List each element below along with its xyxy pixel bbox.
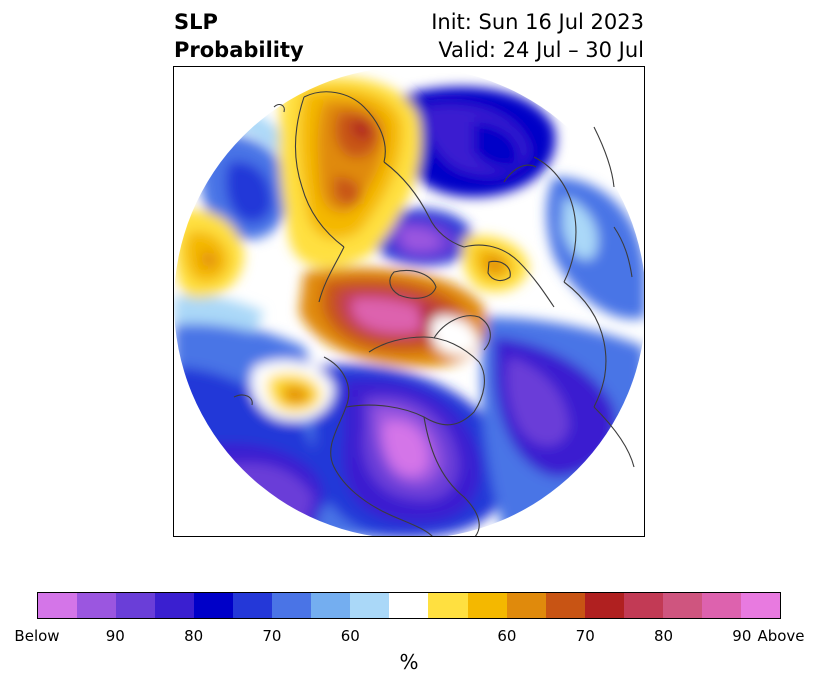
colorbar-segment bbox=[662, 593, 702, 618]
colorbar-unit-label: % bbox=[399, 650, 419, 674]
colorbar-segment bbox=[350, 593, 390, 618]
coastlines bbox=[233, 91, 635, 536]
colorbar-segment bbox=[584, 593, 624, 618]
colorbar-segment bbox=[467, 593, 507, 618]
colorbar-segment bbox=[233, 593, 273, 618]
colorbar-tick-label: 90 bbox=[105, 627, 125, 645]
colorbar-segment bbox=[194, 593, 234, 618]
colorbar-tick-label: 60 bbox=[340, 627, 360, 645]
map-title-left: SLP Probability bbox=[174, 8, 304, 64]
colorbar-segment bbox=[545, 593, 585, 618]
colorbar-segment bbox=[272, 593, 312, 618]
title-product: Probability bbox=[174, 38, 304, 62]
valid-range: Valid: 24 Jul – 30 Jul bbox=[438, 38, 644, 62]
colorbar-tick-label: 70 bbox=[575, 627, 595, 645]
probability-map bbox=[174, 67, 644, 536]
colorbar-tick-label: Below bbox=[14, 627, 60, 645]
colorbar-segment bbox=[116, 593, 156, 618]
colorbar-tick-label: Above bbox=[757, 627, 805, 645]
colorbar-tick-label: 90 bbox=[732, 627, 752, 645]
colorbar bbox=[37, 592, 781, 619]
colorbar-segment bbox=[701, 593, 741, 618]
map-title-right: Init: Sun 16 Jul 2023 Valid: 24 Jul – 30… bbox=[431, 8, 644, 64]
colorbar-segment bbox=[740, 593, 780, 618]
colorbar-segment bbox=[506, 593, 546, 618]
colorbar-segment bbox=[623, 593, 663, 618]
colorbar-tick-label: 60 bbox=[497, 627, 517, 645]
colorbar-segment bbox=[311, 593, 351, 618]
colorbar-tick-label: 70 bbox=[262, 627, 282, 645]
probability-field bbox=[174, 67, 644, 536]
colorbar-segment bbox=[77, 593, 117, 618]
colorbar-segment bbox=[155, 593, 195, 618]
colorbar-tick-label: 80 bbox=[653, 627, 674, 645]
colorbar-segment bbox=[38, 593, 78, 618]
colorbar-segment bbox=[389, 593, 429, 618]
map-panel bbox=[173, 66, 645, 537]
colorbar-segment bbox=[428, 593, 468, 618]
colorbar-tick-label: 80 bbox=[184, 627, 204, 645]
title-variable: SLP bbox=[174, 10, 218, 34]
init-date: Init: Sun 16 Jul 2023 bbox=[431, 10, 644, 34]
